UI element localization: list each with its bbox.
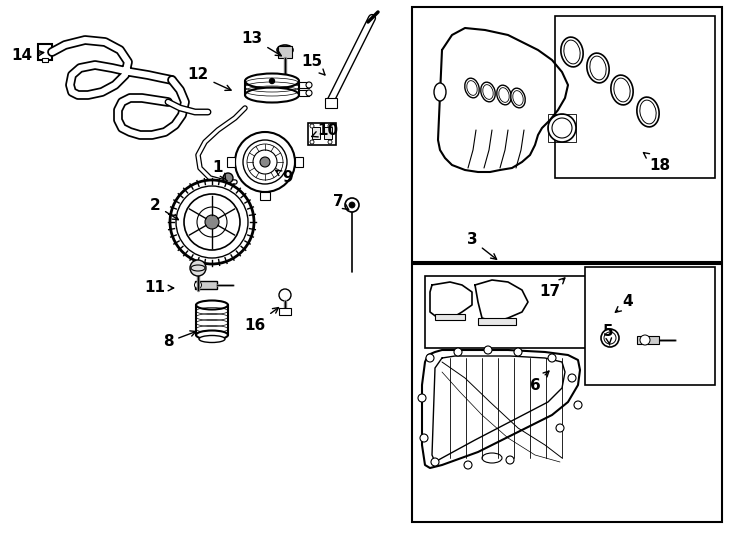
- Polygon shape: [308, 123, 336, 145]
- Circle shape: [420, 434, 428, 442]
- Ellipse shape: [497, 85, 512, 105]
- Bar: [637, 336, 659, 344]
- Circle shape: [514, 348, 522, 356]
- Text: 12: 12: [187, 68, 231, 90]
- Ellipse shape: [548, 114, 576, 142]
- Ellipse shape: [306, 90, 312, 96]
- Circle shape: [574, 401, 582, 409]
- Text: 17: 17: [539, 278, 565, 300]
- Text: 4: 4: [615, 294, 633, 312]
- Ellipse shape: [306, 82, 312, 88]
- Circle shape: [426, 354, 434, 362]
- Polygon shape: [227, 157, 235, 167]
- Circle shape: [328, 140, 332, 144]
- Circle shape: [349, 202, 355, 208]
- Text: 2: 2: [150, 198, 178, 220]
- Circle shape: [464, 461, 472, 469]
- Ellipse shape: [561, 37, 583, 67]
- Circle shape: [170, 180, 254, 264]
- Ellipse shape: [611, 75, 633, 105]
- Ellipse shape: [637, 97, 659, 127]
- Ellipse shape: [245, 87, 299, 103]
- Text: 9: 9: [276, 170, 294, 186]
- Text: 15: 15: [302, 55, 325, 75]
- Circle shape: [454, 348, 462, 356]
- Text: 10: 10: [312, 123, 338, 138]
- Bar: [412, 7, 722, 262]
- Bar: [435, 314, 465, 320]
- Circle shape: [279, 289, 291, 301]
- Text: 11: 11: [145, 280, 174, 295]
- Bar: [42, 58, 48, 62]
- Circle shape: [205, 215, 219, 229]
- Polygon shape: [260, 192, 270, 200]
- Circle shape: [310, 140, 314, 144]
- Bar: [548, 114, 576, 142]
- Polygon shape: [422, 350, 580, 468]
- Circle shape: [431, 458, 439, 466]
- Ellipse shape: [196, 300, 228, 309]
- Text: 14: 14: [12, 48, 44, 63]
- Text: 3: 3: [467, 233, 497, 259]
- Circle shape: [556, 424, 564, 432]
- Ellipse shape: [640, 335, 650, 345]
- Circle shape: [269, 78, 275, 84]
- Bar: [278, 46, 292, 58]
- Text: 5: 5: [603, 325, 614, 345]
- Text: 8: 8: [163, 331, 196, 349]
- Circle shape: [548, 354, 556, 362]
- Text: 16: 16: [244, 308, 278, 333]
- Ellipse shape: [195, 281, 202, 288]
- Text: 1: 1: [213, 160, 226, 180]
- Bar: [299, 82, 309, 88]
- Circle shape: [243, 140, 287, 184]
- Bar: [324, 127, 332, 139]
- Bar: [312, 127, 320, 139]
- Bar: [325, 98, 337, 108]
- Polygon shape: [295, 157, 303, 167]
- Bar: [412, 264, 722, 522]
- Ellipse shape: [587, 53, 609, 83]
- Ellipse shape: [196, 330, 228, 340]
- Ellipse shape: [481, 82, 495, 102]
- Circle shape: [484, 346, 492, 354]
- Circle shape: [184, 194, 240, 250]
- Ellipse shape: [199, 335, 225, 342]
- Text: 13: 13: [241, 30, 281, 56]
- Ellipse shape: [434, 83, 446, 101]
- Bar: [279, 308, 291, 315]
- Bar: [425, 276, 613, 348]
- Circle shape: [190, 260, 206, 276]
- Circle shape: [310, 124, 314, 128]
- Text: 7: 7: [333, 194, 349, 210]
- Ellipse shape: [511, 88, 526, 108]
- Ellipse shape: [245, 73, 299, 89]
- Bar: [555, 16, 715, 178]
- Circle shape: [506, 456, 514, 464]
- Circle shape: [176, 186, 248, 258]
- Circle shape: [197, 207, 227, 237]
- Ellipse shape: [277, 45, 293, 55]
- Bar: [195, 281, 217, 289]
- Bar: [299, 90, 309, 96]
- Circle shape: [223, 173, 233, 183]
- Circle shape: [568, 374, 576, 382]
- Circle shape: [260, 157, 270, 167]
- Text: 6: 6: [530, 371, 549, 393]
- Ellipse shape: [465, 78, 479, 98]
- Circle shape: [418, 394, 426, 402]
- Circle shape: [253, 150, 277, 174]
- Circle shape: [235, 132, 295, 192]
- Text: 18: 18: [644, 153, 671, 172]
- Bar: [585, 267, 715, 385]
- Bar: [478, 318, 516, 325]
- Circle shape: [345, 198, 359, 212]
- Circle shape: [601, 329, 619, 347]
- Circle shape: [328, 124, 332, 128]
- Bar: [38, 44, 52, 60]
